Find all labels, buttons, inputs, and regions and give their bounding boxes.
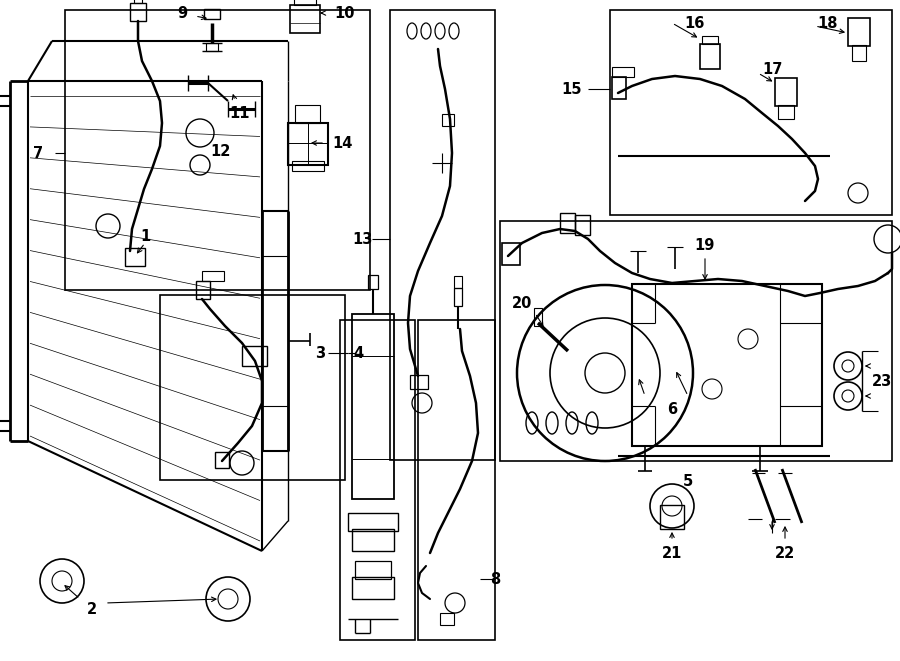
Bar <box>660 505 684 529</box>
Bar <box>702 36 718 44</box>
Text: 17: 17 <box>761 61 782 77</box>
Text: 16: 16 <box>685 15 706 30</box>
Bar <box>294 0 316 5</box>
Bar <box>632 284 822 446</box>
Text: 7: 7 <box>33 145 43 161</box>
Bar <box>368 275 378 289</box>
Bar <box>352 314 394 499</box>
Text: 6: 6 <box>667 401 677 416</box>
Text: 2: 2 <box>87 602 97 617</box>
Bar <box>418 320 495 640</box>
Bar <box>206 43 218 51</box>
Bar <box>454 276 462 288</box>
Text: 13: 13 <box>352 231 373 247</box>
Text: 12: 12 <box>210 143 230 159</box>
Bar <box>290 5 320 33</box>
Bar <box>130 3 146 21</box>
Bar <box>390 10 495 460</box>
Text: 21: 21 <box>662 545 682 561</box>
Bar <box>242 346 267 366</box>
Bar <box>202 271 224 281</box>
Text: 22: 22 <box>775 545 795 561</box>
Bar <box>848 18 870 46</box>
Bar <box>352 577 394 599</box>
Text: 10: 10 <box>335 5 356 20</box>
Bar <box>575 215 590 235</box>
Bar <box>295 105 320 123</box>
Text: 19: 19 <box>695 239 716 254</box>
Bar <box>534 308 542 326</box>
Bar <box>204 9 220 19</box>
Bar <box>560 213 575 233</box>
Bar <box>134 0 142 3</box>
Bar <box>440 613 454 625</box>
Text: 8: 8 <box>490 572 500 586</box>
Bar <box>348 513 398 531</box>
Bar <box>442 114 454 126</box>
Bar <box>610 10 892 215</box>
Bar <box>355 561 391 579</box>
Bar <box>612 77 626 99</box>
Bar <box>502 243 520 265</box>
Bar <box>340 320 415 640</box>
Text: 15: 15 <box>562 81 582 97</box>
Bar <box>196 281 210 299</box>
Bar <box>65 10 370 290</box>
Bar <box>700 44 720 69</box>
Text: 3: 3 <box>315 346 325 360</box>
Bar <box>125 248 145 266</box>
Text: 4: 4 <box>353 346 363 360</box>
Bar <box>288 123 328 165</box>
Bar <box>215 452 229 468</box>
Bar <box>778 105 794 119</box>
Bar <box>160 295 345 480</box>
Text: 14: 14 <box>332 136 352 151</box>
Bar <box>775 78 797 106</box>
Text: 11: 11 <box>230 106 250 120</box>
Bar <box>612 67 634 77</box>
Bar <box>410 375 428 389</box>
Bar <box>352 529 394 551</box>
Text: 23: 23 <box>872 373 892 389</box>
Text: 5: 5 <box>683 473 693 488</box>
Text: 18: 18 <box>818 15 838 30</box>
Bar <box>500 221 892 461</box>
Bar <box>852 45 866 61</box>
Text: 9: 9 <box>177 5 187 20</box>
Text: 20: 20 <box>512 295 532 311</box>
Bar <box>454 288 462 306</box>
Bar <box>292 161 324 171</box>
Text: 1: 1 <box>140 229 150 243</box>
